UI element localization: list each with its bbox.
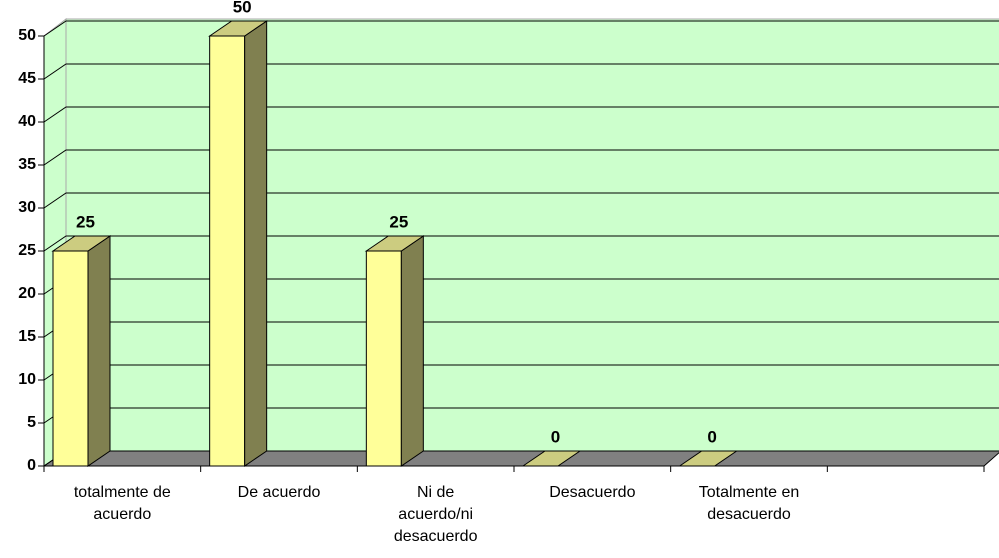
y-tick-label: 40 — [18, 113, 36, 130]
grid-line — [43, 149, 999, 166]
bar-top — [51, 235, 112, 252]
y-tick-label: 25 — [18, 242, 36, 259]
y-tick-label: 0 — [27, 457, 36, 474]
bar-front — [365, 250, 402, 467]
back-wall — [65, 18, 999, 452]
x-tick-label: Totalmente en desacuerdo — [698, 484, 800, 523]
grid-line — [43, 20, 999, 37]
grid-line — [43, 106, 999, 123]
y-tick-label: 45 — [18, 70, 36, 87]
bar-side — [400, 235, 424, 467]
y-tick-label: 15 — [18, 328, 36, 345]
grid-line — [43, 235, 999, 252]
bar-front — [209, 35, 246, 467]
bar-top — [364, 235, 425, 252]
x-tick-label: totalmente de acuerdo — [73, 484, 171, 523]
y-tick-label: 5 — [27, 414, 36, 431]
grid-line — [43, 63, 999, 80]
bar-top — [678, 450, 739, 467]
bar-front — [52, 250, 89, 467]
y-tick-label: 50 — [18, 27, 36, 44]
bar-side — [244, 20, 268, 467]
x-tick-label: De acuerdo — [237, 484, 321, 501]
floor — [42, 450, 999, 467]
y-tick-label: 35 — [18, 156, 36, 173]
bar-top — [208, 20, 269, 37]
data-label: 0 — [551, 427, 560, 446]
data-label: 0 — [707, 427, 716, 446]
bar-top — [521, 450, 582, 467]
bar-side — [87, 235, 111, 467]
grid-line — [43, 192, 999, 209]
data-label: 25 — [76, 212, 95, 231]
data-label: 25 — [389, 212, 408, 231]
y-tick-label: 30 — [18, 199, 36, 216]
y-tick-label: 10 — [18, 371, 36, 388]
data-label: 50 — [233, 0, 252, 16]
y-tick-label: 20 — [18, 285, 36, 302]
x-tick-label: Desacuerdo — [549, 484, 636, 501]
x-tick-label: Ni de acuerdo/ni desacuerdo — [393, 484, 478, 545]
